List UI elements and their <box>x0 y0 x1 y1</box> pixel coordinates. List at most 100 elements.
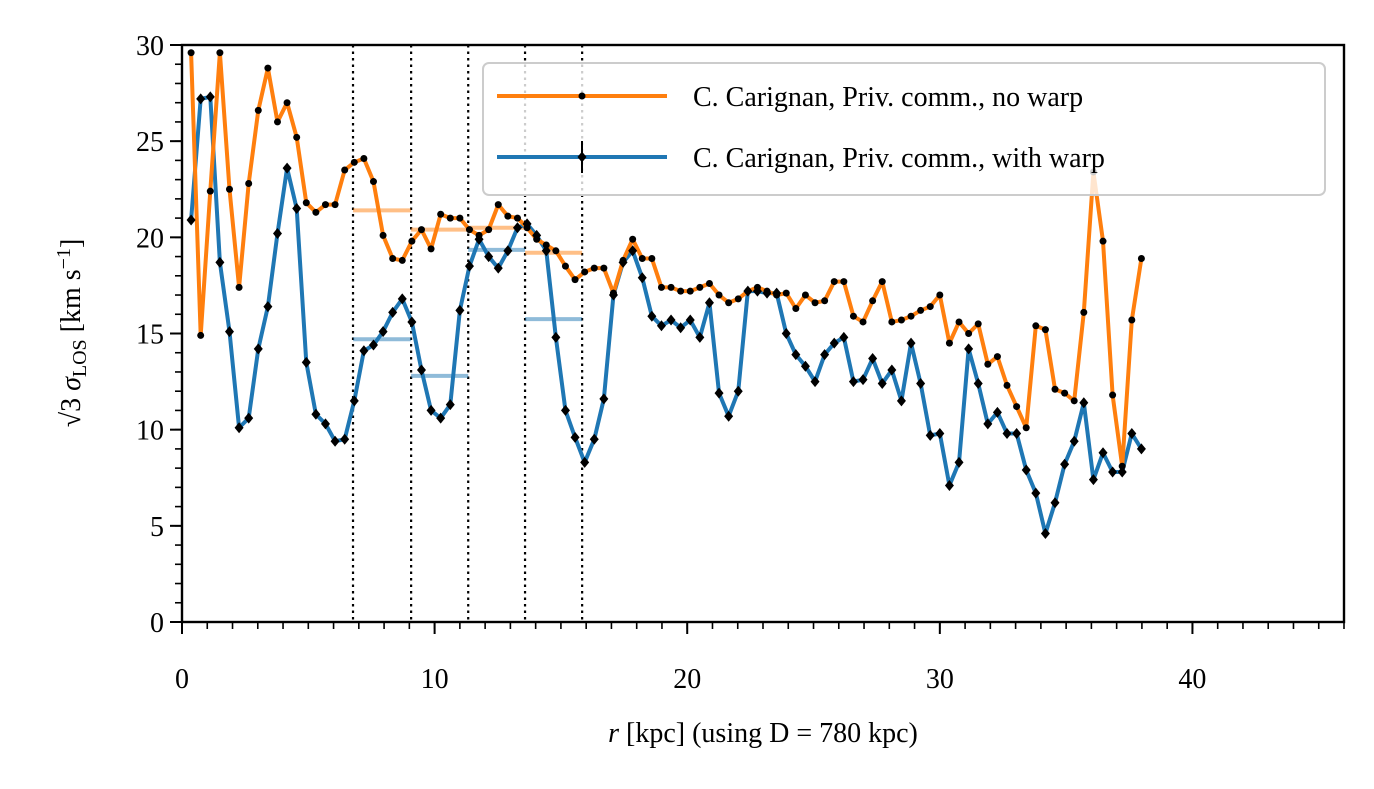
marker <box>657 283 665 291</box>
marker <box>389 254 397 262</box>
x-tick-label: 10 <box>421 664 449 695</box>
marker <box>801 291 809 299</box>
marker <box>925 429 935 441</box>
x-tick-label: 40 <box>1178 664 1206 695</box>
marker <box>523 224 531 232</box>
marker <box>234 422 244 434</box>
y-label-part: ] <box>56 239 87 248</box>
marker <box>571 276 579 284</box>
marker <box>311 408 321 420</box>
marker <box>273 118 281 126</box>
marker <box>810 376 820 388</box>
marker <box>494 201 502 209</box>
marker <box>753 283 761 291</box>
marker <box>992 406 1002 418</box>
marker <box>656 320 666 332</box>
marker <box>272 227 282 239</box>
marker <box>859 318 867 326</box>
legend-label: C. Carignan, Priv. comm., with warp <box>693 143 1105 174</box>
y-label-part: LOS <box>69 339 91 377</box>
marker <box>965 330 973 337</box>
marker <box>282 162 292 174</box>
marker <box>983 418 993 430</box>
marker <box>1128 316 1136 324</box>
marker <box>829 337 839 349</box>
marker <box>648 254 656 262</box>
marker <box>369 178 377 186</box>
marker <box>936 291 944 299</box>
marker <box>724 410 734 422</box>
marker <box>705 279 713 287</box>
marker <box>821 297 829 305</box>
legend-box <box>482 62 1326 196</box>
series-line <box>189 94 1144 536</box>
marker <box>264 64 272 72</box>
marker <box>1108 466 1118 478</box>
x-tick-label: 0 <box>175 664 189 695</box>
y-label-part: −1 <box>53 248 75 269</box>
marker <box>733 385 743 397</box>
marker <box>541 245 551 257</box>
marker <box>360 154 368 162</box>
marker <box>896 395 906 407</box>
y-tick-label: 0 <box>150 608 164 639</box>
marker <box>331 201 339 209</box>
marker <box>600 264 608 272</box>
x-label-text: [kpc] (using D = 780 kpc) <box>619 718 918 749</box>
marker <box>695 331 705 343</box>
marker <box>283 99 291 107</box>
marker <box>368 339 378 351</box>
marker <box>263 301 273 313</box>
y-tick-label: 15 <box>136 320 164 351</box>
marker <box>581 268 589 276</box>
marker <box>696 283 704 291</box>
marker <box>1060 458 1070 470</box>
plot-frame <box>180 43 1346 624</box>
marker <box>685 314 695 326</box>
marker <box>542 241 550 249</box>
marker <box>475 231 483 239</box>
marker <box>341 166 349 174</box>
marker <box>436 412 446 424</box>
series-line <box>189 50 1144 469</box>
marker <box>493 262 503 274</box>
marker <box>512 222 522 234</box>
y-tick-label: 25 <box>136 127 164 158</box>
marker <box>359 345 369 357</box>
marker <box>561 262 569 270</box>
marker <box>725 299 733 307</box>
marker <box>590 264 598 272</box>
marker <box>1136 443 1146 455</box>
marker <box>935 428 945 440</box>
marker <box>580 456 590 468</box>
marker <box>570 431 580 443</box>
marker <box>504 212 512 220</box>
marker <box>216 49 224 57</box>
marker <box>187 49 195 57</box>
marker <box>293 133 301 141</box>
marker <box>215 256 225 268</box>
marker <box>897 316 905 324</box>
marker <box>465 226 473 234</box>
marker <box>1051 385 1059 393</box>
marker <box>560 404 570 416</box>
y-tick-label: 30 <box>136 31 164 62</box>
marker <box>878 278 886 286</box>
marker <box>734 295 742 303</box>
marker <box>906 337 916 349</box>
marker <box>849 312 857 320</box>
marker <box>224 326 234 338</box>
marker <box>437 210 445 218</box>
y-label-part: [km s <box>56 269 87 339</box>
marker <box>446 214 454 222</box>
marker <box>455 304 465 316</box>
marker <box>715 291 723 299</box>
marker <box>1032 322 1040 330</box>
marker <box>1127 428 1137 440</box>
marker <box>1050 497 1060 509</box>
marker <box>926 303 934 311</box>
marker <box>888 318 896 326</box>
marker <box>877 378 887 390</box>
marker <box>388 306 398 318</box>
marker <box>206 187 214 195</box>
